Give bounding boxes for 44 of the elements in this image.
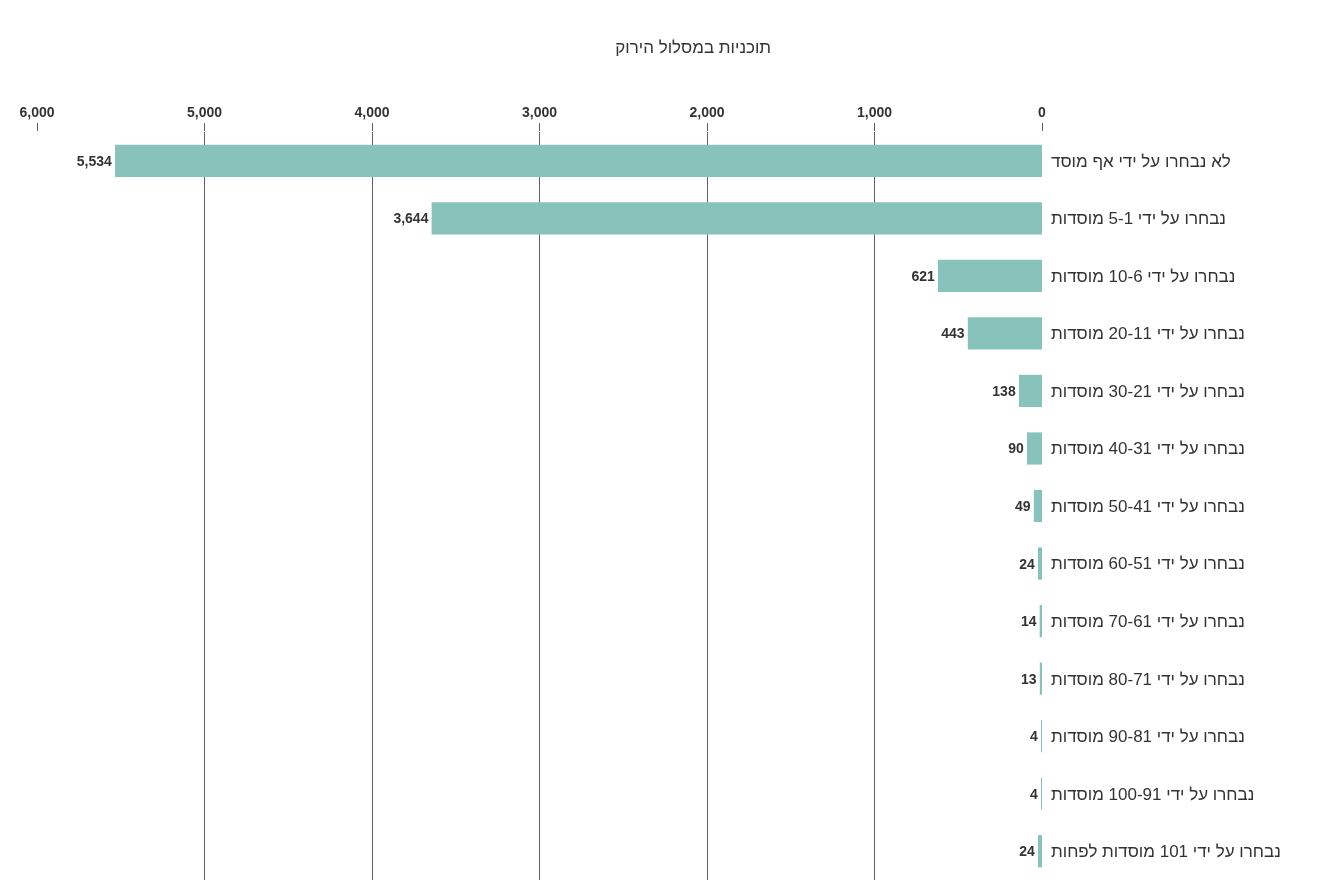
chart-title: תוכניות במסלול הירוק xyxy=(615,37,772,57)
y-tick-label: נבחרו על ידי 5-1 מוסדות xyxy=(1051,209,1226,229)
y-tick-label: נבחרו על ידי 30-21 מוסדות xyxy=(1051,381,1245,401)
x-tick-label: 2,000 xyxy=(689,104,725,121)
y-tick-label: נבחרו על ידי 70-61 מוסדות xyxy=(1051,612,1245,632)
y-tick-label: נבחרו על ידי 20-11 מוסדות xyxy=(1051,324,1245,344)
y-tick-label: נבחרו על ידי 10-6 מוסדות xyxy=(1051,266,1236,286)
y-tick-label: נבחרו על ידי 50-41 מוסדות xyxy=(1051,496,1245,516)
bar xyxy=(1026,432,1042,465)
y-tick-label: נבחרו על ידי 101 מוסדות לפחות xyxy=(1051,842,1281,862)
x-tick-label: 4,000 xyxy=(354,104,390,121)
x-tick-label: 0 xyxy=(1038,104,1047,121)
y-tick-label: נבחרו על ידי 90-81 מוסדות xyxy=(1051,727,1245,747)
bar xyxy=(937,259,1042,292)
data-label: 24 xyxy=(1019,555,1035,572)
data-label: 4 xyxy=(1030,785,1038,802)
data-label: 3,644 xyxy=(393,210,429,227)
y-tick-label: נבחרו על ידי 80-71 מוסדות xyxy=(1051,669,1245,689)
y-tick-label: נבחרו על ידי 40-31 מוסדות xyxy=(1051,439,1245,459)
x-tick-label: 6,000 xyxy=(19,104,55,121)
bar xyxy=(967,317,1042,350)
data-label: 4 xyxy=(1030,728,1038,745)
y-tick-label: נבחרו על ידי 100-91 מוסדות xyxy=(1051,784,1255,804)
x-tick-label: 3,000 xyxy=(521,104,558,121)
bar xyxy=(1018,374,1042,408)
data-label: 13 xyxy=(1021,670,1037,687)
data-label: 49 xyxy=(1015,498,1031,514)
y-tick-label: לא נבחרו על ידי אף מוסד xyxy=(1051,151,1231,171)
data-label: 24 xyxy=(1019,843,1035,860)
data-label: 14 xyxy=(1020,613,1037,630)
y-tick-label: נבחרו על ידי 60-51 מוסדות xyxy=(1051,554,1245,574)
data-label: 138 xyxy=(992,382,1016,399)
data-label: 443 xyxy=(941,325,965,342)
bar xyxy=(1037,835,1042,868)
data-label: 621 xyxy=(911,267,935,284)
bar xyxy=(115,144,1042,177)
x-tick-label: 1,000 xyxy=(856,104,893,121)
bar xyxy=(431,202,1042,235)
bar xyxy=(1037,547,1042,580)
bar xyxy=(1039,662,1042,695)
x-tick-label: 5,000 xyxy=(186,104,223,121)
bar xyxy=(1033,489,1042,523)
data-label: 5,534 xyxy=(76,152,113,169)
data-label: 90 xyxy=(1008,440,1024,457)
